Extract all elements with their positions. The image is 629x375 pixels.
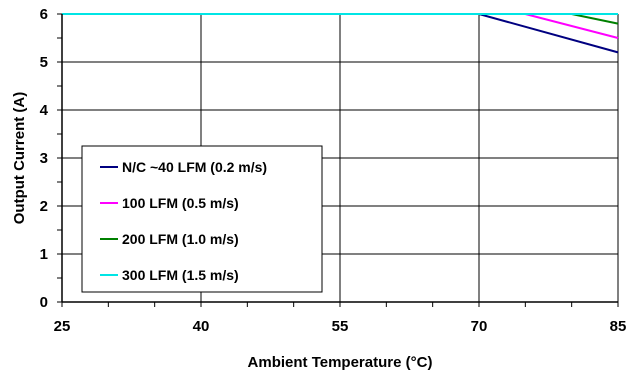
- y-tick-label-6: 6: [40, 6, 48, 23]
- series-lines: [62, 13, 619, 54]
- y-tick-label-2: 2: [40, 198, 48, 215]
- legend-label-2: 200 LFM (1.0 m/s): [122, 231, 239, 247]
- y-tick-label-0: 0: [40, 294, 48, 311]
- y-axis-title: Output Current (A): [11, 92, 28, 224]
- x-tick-label-3: 70: [471, 318, 488, 335]
- legend-label-3: 300 LFM (1.5 m/s): [122, 267, 239, 283]
- y-tick-label-4: 4: [40, 102, 49, 119]
- x-tick-label-0: 25: [54, 318, 71, 335]
- tick-labels: 0 1 2 3 4 5 6 25 40 55 70 85: [40, 6, 627, 335]
- legend-box: [81, 145, 323, 293]
- axes: [57, 13, 619, 307]
- y-tick-label-3: 3: [40, 150, 48, 167]
- y-tick-label-1: 1: [40, 246, 48, 263]
- x-axis-title: Ambient Temperature (°C): [248, 354, 433, 371]
- x-tick-label-2: 55: [332, 318, 349, 335]
- x-tick-label-1: 40: [193, 318, 210, 335]
- legend-label-0: N/C ~40 LFM (0.2 m/s): [122, 159, 267, 175]
- x-tick-label-4: 85: [610, 318, 627, 335]
- legend: N/C ~40 LFM (0.2 m/s) 100 LFM (0.5 m/s) 20…: [81, 145, 323, 293]
- y-tick-label-5: 5: [40, 54, 48, 71]
- legend-label-1: 100 LFM (0.5 m/s): [122, 195, 239, 211]
